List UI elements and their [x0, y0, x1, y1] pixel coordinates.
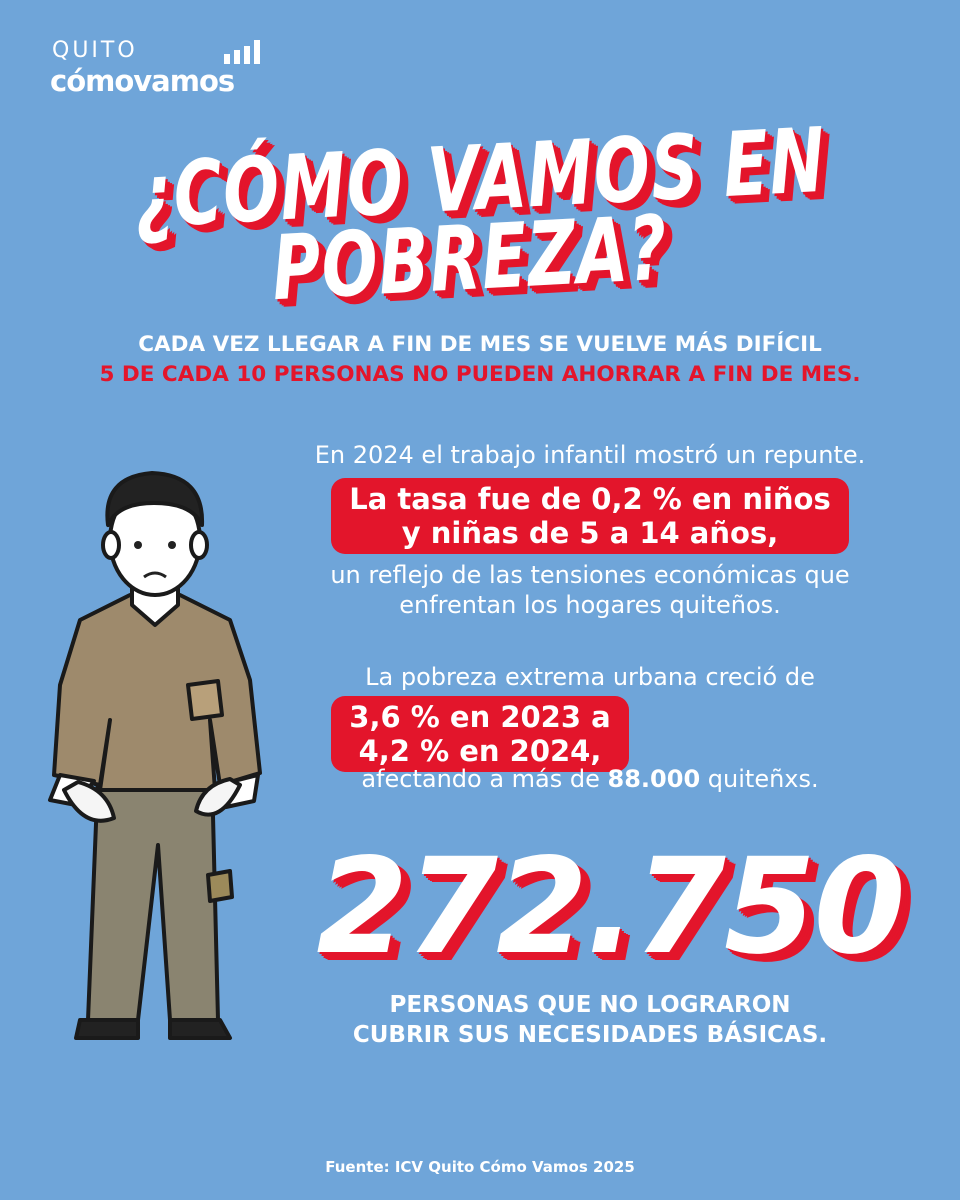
block1-intro: En 2024 el trabajo infantil mostró un re… [314, 441, 866, 469]
logo-icon [224, 40, 260, 64]
text-line: enfrentan los hogares quiteños. [399, 591, 781, 619]
subtitle-line: 5 DE CADA 10 PERSONAS NO PUEDEN AHORRAR … [99, 362, 861, 387]
text: quiteñxs. [707, 765, 819, 793]
logo-top: QUITO [52, 38, 138, 63]
highlight-line: 4,2 % en 2024, [358, 734, 602, 768]
highlight-line: La tasa fue de 0,2 % en niños [349, 482, 831, 516]
big-number: 272.750 [316, 830, 905, 984]
caption-line: PERSONAS QUE NO LOGRARON [389, 992, 791, 1018]
text-line: un reflejo de las tensiones económicas q… [330, 561, 850, 589]
subtitle-line: CADA VEZ LLEGAR A FIN DE MES SE VUELVE M… [138, 332, 822, 357]
block2-rest: afectando a más de 88.000 quiteñxs. [230, 764, 950, 794]
logo-bottom: cómovamos [50, 64, 235, 98]
caption-line: CUBRIR SUS NECESIDADES BÁSICAS. [352, 1022, 828, 1048]
source: Fuente: ICV Quito Cómo Vamos 2025 [325, 1158, 635, 1176]
bold-number: 88.000 [607, 765, 701, 793]
block1-highlight: La tasa fue de 0,2 % en niños y niñas de … [230, 478, 950, 554]
highlight-box: La tasa fue de 0,2 % en niños y niñas de … [331, 478, 849, 554]
caption: PERSONAS QUE NO LOGRARON CUBRIR SUS NECE… [230, 990, 950, 1050]
highlight-line: 3,6 % en 2023 a [349, 700, 611, 734]
illustration [48, 471, 262, 1040]
highlight-line: y niñas de 5 a 14 años, [401, 516, 779, 550]
block1-rest: un reflejo de las tensiones económicas q… [230, 560, 950, 620]
block2-highlight: 3,6 % en 2023 a 4,2 % en 2024, [220, 696, 740, 772]
highlight-box: 3,6 % en 2023 a 4,2 % en 2024, [331, 696, 629, 772]
text: afectando a más de [361, 765, 600, 793]
block2-intro: La pobreza extrema urbana creció de [365, 663, 815, 691]
